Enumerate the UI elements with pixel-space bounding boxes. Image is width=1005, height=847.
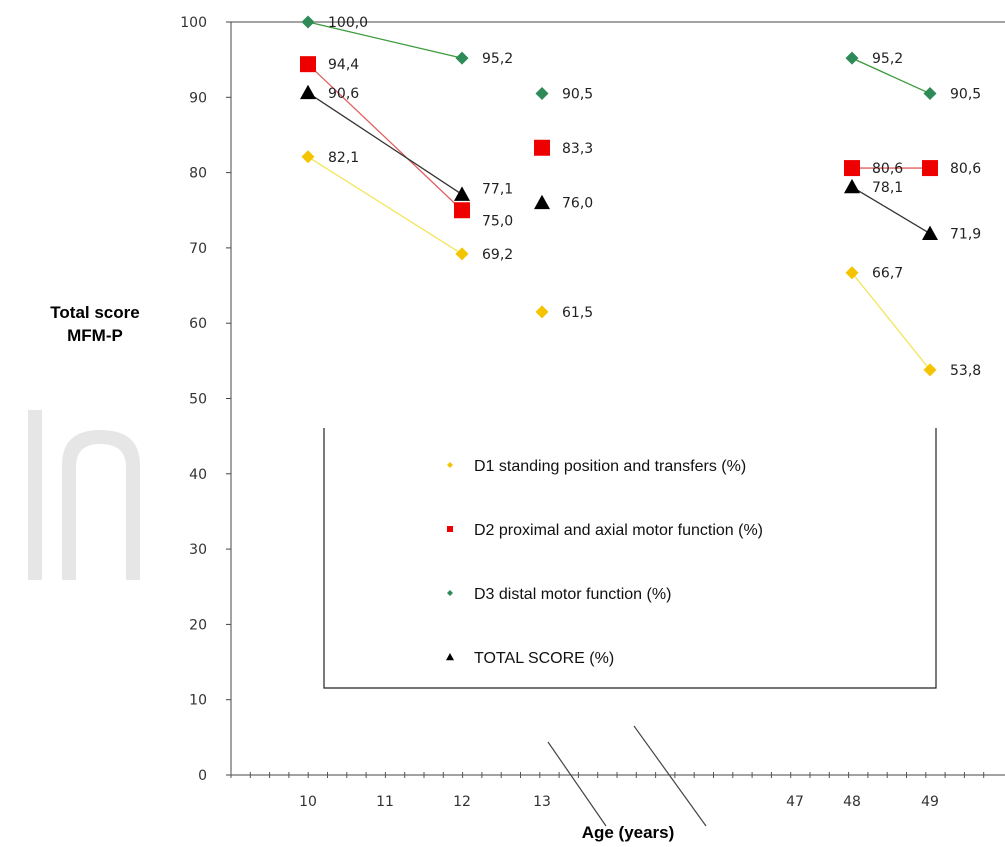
axis-titles: Total score MFM-P Age (years) (50, 303, 674, 842)
y-tick-label: 30 (189, 542, 207, 558)
data-point (923, 363, 937, 377)
legend-item: D1 standing position and transfers (%) (447, 458, 746, 475)
data-point (535, 87, 549, 101)
series-d2-proximal-and-axial-motor-function: 94,4 75,0 83,3 80,6 80,6 (300, 56, 981, 229)
legend-swatch (447, 462, 453, 468)
legend-frame (323, 428, 937, 689)
series-group: 82,1 69,2 61,5 66,7 53,8 94,4 75,0 83,3 80,6 80,6… (300, 15, 981, 379)
legend-label: D2 proximal and axial motor function (%) (474, 522, 763, 539)
y-tick-label: 50 (189, 392, 207, 408)
legend-label: D3 distal motor function (%) (474, 586, 671, 603)
x-tick-label: 12 (453, 794, 471, 810)
data-point (454, 202, 470, 219)
y-tick-label: 10 (189, 693, 207, 709)
y-axis-title: Total score MFM-P (50, 303, 139, 345)
series-d3-distal-motor-function: 100,0 95,2 90,5 95,2 90,5 (301, 15, 981, 103)
data-label: 80,6 (872, 161, 903, 177)
series-total-score: 90,6 77,1 76,0 78,1 71,9 (300, 84, 981, 243)
axis-break-mark (547, 741, 607, 827)
plot-area (230, 21, 1005, 775)
data-label: 83,3 (562, 141, 593, 157)
y-tick-label: 70 (189, 241, 207, 257)
data-label: 94,4 (328, 57, 359, 73)
legend-swatch (447, 590, 453, 596)
data-point (301, 15, 315, 29)
data-label: 95,2 (872, 51, 903, 67)
data-label: 76,0 (562, 196, 593, 212)
x-tick-label: 48 (843, 794, 861, 810)
series-line-segment (307, 156, 463, 255)
data-point (301, 150, 315, 164)
axis-break-mark (633, 725, 707, 827)
data-point (845, 266, 859, 280)
series-line-segment (307, 63, 463, 211)
data-label: 69,2 (482, 247, 513, 263)
y-tick-label: 60 (189, 316, 207, 332)
data-label: 66,7 (872, 266, 903, 282)
legend-label: D1 standing position and transfers (%) (474, 458, 746, 475)
data-point (845, 51, 859, 65)
legend-label: TOTAL SCORE (%) (474, 650, 614, 667)
data-point (844, 178, 860, 194)
y-tick-label: 100 (180, 15, 207, 31)
data-point (535, 305, 549, 319)
legend-item: D2 proximal and axial motor function (%) (447, 522, 763, 539)
y-tick-label: 0 (198, 768, 207, 784)
legend-swatch (446, 653, 454, 661)
series-d1-standing-position-and-transfers: 82,1 69,2 61,5 66,7 53,8 (301, 150, 981, 379)
legend: D1 standing position and transfers (%) D2… (323, 428, 937, 689)
series-line-segment (851, 186, 931, 235)
data-point (534, 139, 550, 156)
data-label: 95,2 (482, 51, 513, 67)
y-tick-label: 40 (189, 467, 207, 483)
data-point (300, 56, 316, 73)
data-point (454, 186, 470, 201)
data-label: 80,6 (950, 161, 981, 177)
data-label: 61,5 (562, 305, 593, 321)
y-tick-label: 20 (189, 617, 207, 633)
legend-item: TOTAL SCORE (%) (446, 650, 614, 667)
series-line-segment (307, 92, 463, 195)
series-line-segment (851, 57, 931, 95)
data-label: 82,1 (328, 150, 359, 166)
x-axis-title: Age (years) (582, 823, 675, 842)
data-label: 90,5 (562, 87, 593, 103)
x-tick-label: 49 (921, 794, 939, 810)
legend-swatch (447, 526, 453, 532)
series-line-segment (307, 21, 463, 59)
x-tick-label: 13 (533, 794, 551, 810)
x-tick-label: 11 (376, 794, 394, 810)
data-point (844, 160, 860, 177)
data-point (300, 84, 316, 100)
data-label: 90,5 (950, 87, 981, 103)
data-label: 77,1 (482, 181, 513, 197)
plot-frame (230, 21, 1005, 775)
data-label: 100,0 (328, 15, 368, 31)
data-point (923, 87, 937, 101)
y-tick-label: 80 (189, 166, 207, 182)
data-point (455, 247, 469, 261)
data-point (534, 194, 550, 210)
data-point (922, 225, 938, 240)
x-tick-label: 47 (786, 794, 804, 810)
legend-item: D3 distal motor function (%) (447, 586, 671, 603)
data-label: 75,0 (482, 213, 513, 229)
data-label: 53,8 (950, 363, 981, 379)
data-label: 78,1 (872, 180, 903, 196)
series-line-segment (851, 272, 931, 371)
x-tick-label: 10 (299, 794, 317, 810)
data-point (922, 160, 938, 177)
data-point (455, 51, 469, 65)
data-label: 90,6 (328, 86, 359, 102)
data-label: 71,9 (950, 227, 981, 243)
y-tick-label: 90 (189, 90, 207, 106)
axes: 0 10 20 30 40 50 60 70 80 90 100 10 11 12 13 47 48 49 (180, 15, 1005, 827)
